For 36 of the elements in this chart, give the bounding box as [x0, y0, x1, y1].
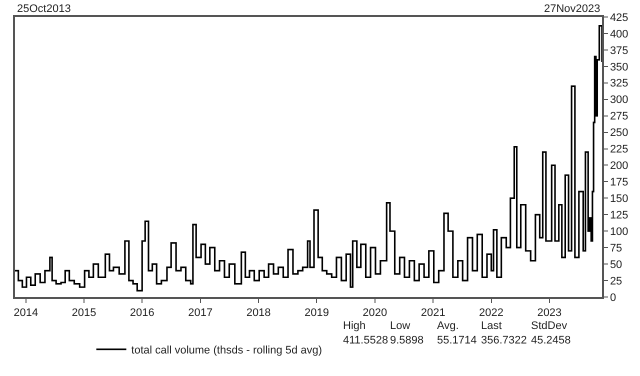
x-tick-label: 2020	[362, 306, 388, 319]
x-tick-label: 2015	[72, 306, 96, 319]
y-tick-label: 100	[610, 226, 628, 238]
text: High 411.5528	[343, 320, 388, 346]
x-tick-label: 2016	[130, 306, 154, 319]
y-tick-label: 275	[610, 110, 628, 123]
text: Avg. 55.1714	[437, 320, 477, 346]
text: Low 9.5898	[390, 320, 424, 346]
y-tick-label: 150	[610, 193, 628, 206]
legend-label: total call volume (thsds - rolling 5d avg)	[131, 344, 322, 357]
x-tick-label: 2023	[537, 306, 562, 319]
x-tick-label: 2019	[304, 306, 329, 319]
x-tick-label: 2021	[420, 306, 446, 319]
y-tick-label: 125	[610, 210, 628, 222]
text: 25Oct2013	[17, 3, 71, 15]
text: Last 356.7322	[481, 320, 527, 346]
y-tick-label: 400	[610, 28, 628, 40]
x-tick-label: 2022	[479, 306, 504, 319]
text: StdDev 45.2458	[531, 320, 571, 346]
y-tick-label: 300	[610, 94, 628, 106]
y-tick-label: 75	[610, 242, 622, 254]
y-tick-label: 250	[610, 127, 628, 140]
y-tick-label: 50	[610, 258, 622, 271]
y-tick-label: 25	[610, 275, 622, 288]
x-tick-label: 2018	[246, 306, 271, 319]
x-tick-label: 2014	[14, 306, 38, 319]
x-tick-label: 2017	[188, 306, 213, 319]
y-tick-label: 200	[610, 160, 628, 172]
y-tick-label: 175	[610, 176, 628, 189]
y-tick-label: 325	[610, 78, 628, 90]
y-tick-label: 0	[610, 292, 616, 304]
y-tick-label: 375	[610, 44, 628, 57]
text: 27Nov2023	[544, 3, 600, 15]
y-tick-label: 425	[610, 12, 628, 24]
y-tick-label: 350	[610, 61, 628, 74]
y-tick-label: 225	[610, 144, 628, 156]
